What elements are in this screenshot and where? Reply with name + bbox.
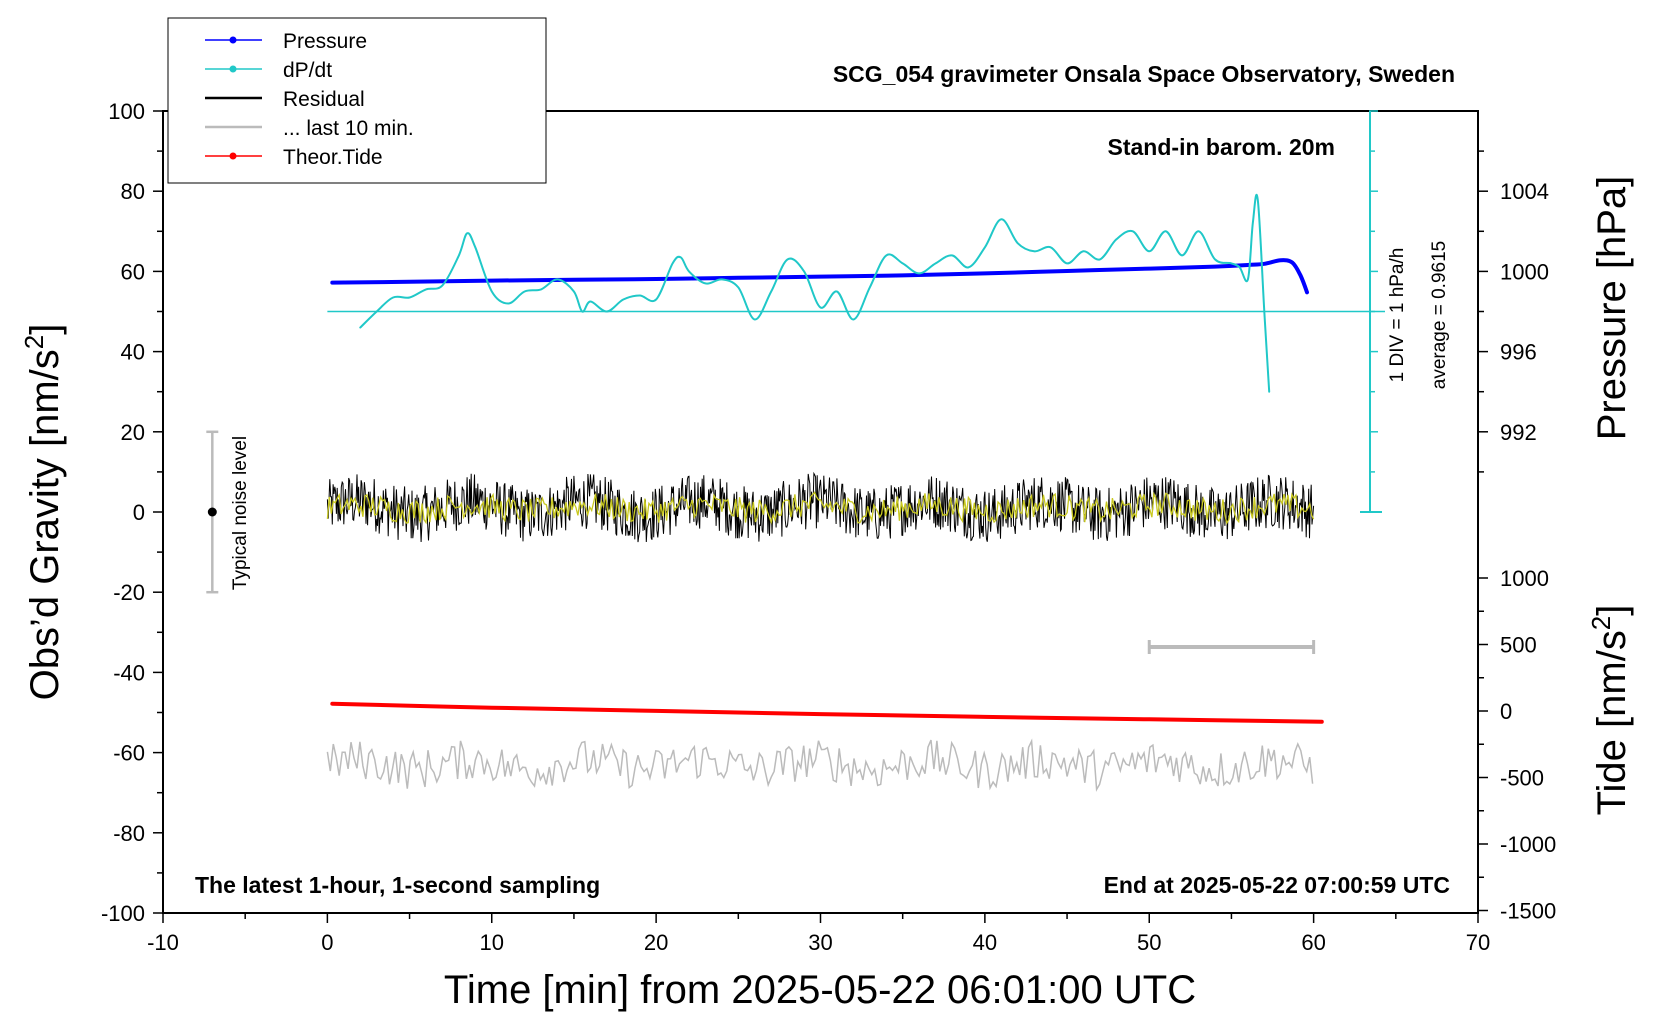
y-left-tick-label: 80 <box>121 179 145 204</box>
legend-label: Pressure <box>283 30 367 53</box>
tide-tick-label: 0 <box>1500 699 1512 724</box>
series-pressure <box>330 258 1309 295</box>
y-left-tick-label: 20 <box>121 420 145 445</box>
pressure-tick-label: 996 <box>1500 340 1537 365</box>
x-tick-label: -10 <box>147 930 179 955</box>
legend-marker <box>229 36 237 44</box>
y-axis-left-ticks: 100 80 60 40 20 0 -20 -40 -60 -80 -100 <box>101 99 163 926</box>
y-left-tick-label: 0 <box>133 500 145 525</box>
x-tick-label: 30 <box>808 930 832 955</box>
legend-label: Theor.Tide <box>283 146 383 169</box>
average-note: average = 0.9615 <box>1429 241 1450 389</box>
legend-label: dP/dt <box>283 59 332 82</box>
plot-frame <box>162 110 1479 914</box>
tide-tick-label: -500 <box>1500 766 1544 791</box>
x-tick-label: 50 <box>1137 930 1161 955</box>
y-axis-pressure-label: Pressure [hPa] <box>1590 176 1634 441</box>
y-axis-left-label: Obs’d Gravity [nm/s2] <box>19 324 67 701</box>
x-axis-label: Time [min] from 2025-05-22 06:01:00 UTC <box>444 968 1196 1012</box>
end-time-note: End at 2025-05-22 07:00:59 UTC <box>1104 872 1450 898</box>
x-tick-label: 0 <box>321 930 333 955</box>
tide-tick-label: -1000 <box>1500 832 1556 857</box>
auxiliary-marks <box>206 110 1385 654</box>
x-tick-label: 20 <box>644 930 668 955</box>
y-axis-tide-ticks: 1000 500 0 -500 -1000 -1500 <box>1478 566 1556 924</box>
y-left-tick-label: -100 <box>101 901 145 926</box>
y-left-tick-label: -40 <box>113 660 145 685</box>
legend-label: Residual <box>283 88 365 111</box>
y-left-tick-label: -20 <box>113 580 145 605</box>
legend: Pressure dP/dt Residual ... last 10 min. The… <box>167 17 547 184</box>
legend-label: ... last 10 min. <box>283 117 414 140</box>
series-theor-tide <box>330 701 1324 724</box>
legend-marker <box>229 152 237 160</box>
pressure-tick-label: 1000 <box>1500 259 1549 284</box>
x-tick-label: 10 <box>480 930 504 955</box>
series-residual-smoothed <box>326 491 1315 525</box>
pressure-tick-label: 1004 <box>1500 179 1549 204</box>
x-tick-label: 70 <box>1466 930 1490 955</box>
x-tick-label: 40 <box>973 930 997 955</box>
x-tick-label: 60 <box>1301 930 1325 955</box>
tide-tick-label: -1500 <box>1500 899 1556 924</box>
series-dp-dt <box>359 193 1271 393</box>
noise-bar-center <box>207 507 217 517</box>
y-axis-tide-label: Tide [nm/s2] <box>1586 605 1634 816</box>
tide-tick-label: 500 <box>1500 633 1537 658</box>
y-left-tick-label: 100 <box>108 99 145 124</box>
y-left-tick-label: -80 <box>113 821 145 846</box>
series-last-10-min <box>326 738 1314 792</box>
y-left-tick-label: 40 <box>121 340 145 365</box>
div-note: 1 DIV = 1 hPa/h <box>1387 248 1408 383</box>
chart-title: SCG_054 gravimeter Onsala Space Observat… <box>833 61 1455 87</box>
latest-sampling-note: The latest 1-hour, 1-second sampling <box>195 872 600 898</box>
legend-marker <box>229 65 237 73</box>
barometer-note: Stand-in barom. 20m <box>1108 134 1335 160</box>
y-left-tick-label: -60 <box>113 741 145 766</box>
tide-tick-label: 1000 <box>1500 566 1549 591</box>
series-lines <box>326 193 1324 792</box>
y-axis-pressure-ticks: 1004 1000 996 992 <box>1478 150 1549 473</box>
noise-level-label: Typical noise level <box>230 436 251 590</box>
pressure-tick-label: 992 <box>1500 420 1537 445</box>
x-axis-ticks: -10 0 10 20 30 40 50 60 70 <box>147 913 1490 955</box>
y-left-tick-label: 60 <box>121 259 145 284</box>
